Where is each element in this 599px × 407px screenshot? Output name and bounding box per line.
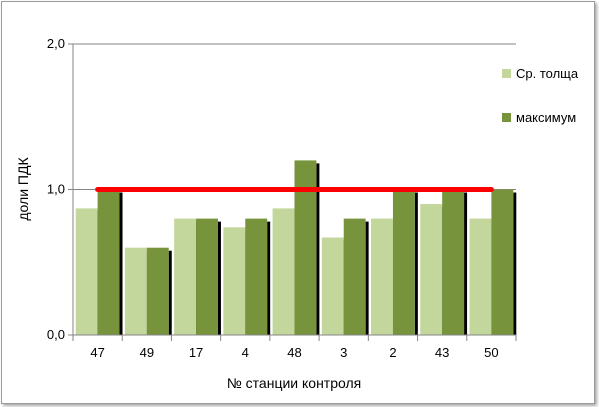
legend-swatch xyxy=(502,69,511,78)
bar-max-3 xyxy=(343,218,366,335)
legend-label: максимум xyxy=(516,110,576,125)
bar-shadow xyxy=(464,192,468,335)
x-axis-title: № станции контроля xyxy=(227,375,361,391)
x-tick-label: 50 xyxy=(484,345,498,360)
bar-max-43 xyxy=(442,189,465,335)
x-tick-label: 43 xyxy=(435,345,449,360)
x-tick-label: 49 xyxy=(140,345,154,360)
bar-max-47 xyxy=(97,189,120,335)
bar-avg-48 xyxy=(272,208,295,335)
bar-max-50 xyxy=(491,189,514,335)
bar-shadow xyxy=(513,192,517,335)
bar-avg-43 xyxy=(420,204,443,335)
bar-avg-4 xyxy=(223,227,246,335)
x-tick-label: 4 xyxy=(242,345,249,360)
bar-shadow xyxy=(217,221,221,335)
x-tick-label: 2 xyxy=(389,345,396,360)
bar-shadow xyxy=(168,250,172,335)
bar-avg-2 xyxy=(371,218,393,335)
bar-shadow xyxy=(316,163,320,335)
bar-max-4 xyxy=(245,218,268,335)
bar-max-17 xyxy=(196,218,218,335)
y-tick-label: 2,0 xyxy=(47,36,65,51)
legend-swatch xyxy=(502,113,511,122)
x-tick-label: 47 xyxy=(90,345,104,360)
bar-shadow xyxy=(267,221,271,335)
bar-shadow xyxy=(414,192,418,335)
bar-avg-47 xyxy=(75,208,98,335)
legend: Ср. толща максимум xyxy=(502,66,579,125)
bar-max-2 xyxy=(392,189,415,335)
bar-max-49 xyxy=(146,247,169,335)
bar-avg-49 xyxy=(124,247,147,335)
bar-avg-17 xyxy=(174,218,197,335)
bar-max-48 xyxy=(294,160,317,335)
legend-label: Ср. толща xyxy=(516,66,579,81)
y-axis-title: доли ПДК xyxy=(15,157,31,221)
x-tick-label: 48 xyxy=(287,345,301,360)
x-tick-label: 17 xyxy=(189,345,203,360)
bars-layer xyxy=(75,160,517,335)
bar-shadow xyxy=(365,221,369,335)
x-tick-label: 3 xyxy=(340,345,347,360)
y-tick-label: 1,0 xyxy=(47,182,65,197)
bar-shadow xyxy=(119,192,123,335)
y-tick-label: 0,0 xyxy=(47,327,65,342)
labels-layer: 0,0 1,0 2,0 47 49 17 4 48 3 2 43 50 xyxy=(47,36,499,360)
axes-layer xyxy=(68,43,517,341)
bar-avg-50 xyxy=(469,218,492,335)
bar-avg-3 xyxy=(321,237,344,335)
